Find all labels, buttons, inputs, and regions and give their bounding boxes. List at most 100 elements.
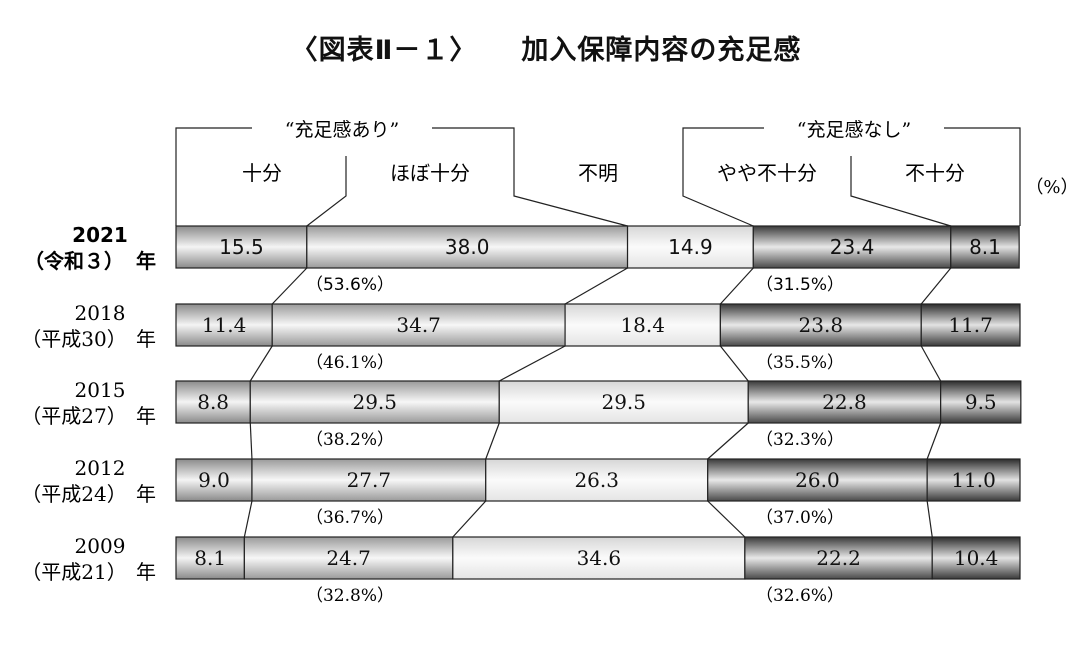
data-label: 9.0 [198,468,230,492]
category-header: 十分 [242,161,282,185]
data-label: 15.5 [219,235,264,259]
group-bracket-left [175,127,252,226]
figure-title: 加入保障内容の充足感 [521,35,802,66]
connector-line [271,267,308,305]
connector-line [719,345,749,382]
subtotal-yes: （36.7%） [306,508,394,528]
bar-segment [920,303,1021,347]
subtotal-yes: （53.6%） [306,275,394,295]
bar-segment [498,380,749,424]
data-label: 23.4 [830,235,875,259]
data-label: 29.5 [352,390,397,414]
subtotal-yes: （46.1%） [306,353,394,373]
connector-line [920,345,942,382]
bar-segment [175,458,253,502]
data-label: 34.6 [577,546,622,570]
bar-segment [752,225,952,269]
connector-line [249,422,253,460]
connector-line [498,345,566,382]
data-label: 11.7 [948,313,993,337]
row-year-suffix: 年 [136,404,156,428]
row-year: 2021 [72,223,128,247]
data-label: 26.0 [795,468,840,492]
data-label: 10.4 [954,546,999,570]
data-label: 14.9 [668,235,713,259]
data-label: 29.5 [601,390,646,414]
bar-segment [452,536,746,580]
connector-line [249,345,273,382]
data-label: 26.3 [574,468,619,492]
data-label: 11.0 [951,468,996,492]
connector-line [707,422,749,460]
data-label: 18.4 [620,313,665,337]
data-label: 22.2 [816,546,861,570]
connector-line [243,500,253,538]
group-label-no: “充足感なし” [797,119,911,141]
data-label: 8.8 [197,390,229,414]
row-year-suffix: 年 [136,327,156,351]
bar-segment [564,303,721,347]
connector-line [926,500,933,538]
data-label: 34.7 [396,313,441,337]
subtotal-yes: （32.8%） [306,586,394,606]
bar-segment [744,536,933,580]
bar-segment [707,458,928,502]
row-era: （平成21） [21,560,126,584]
subtotal-no: （31.5%） [756,275,844,295]
bar-segment [175,303,273,347]
category-header: 不十分 [905,161,965,185]
subtotal-yes: （38.2%） [306,430,394,450]
bar-segment [926,458,1021,502]
data-label: 27.7 [347,468,392,492]
category-header: 不明 [578,161,618,185]
row-year-suffix: 年 [136,560,156,584]
category-header: やや不十分 [717,161,817,185]
row-era: （平成24） [21,482,126,506]
row-era: （令和３） [24,249,124,273]
data-label: 8.1 [194,546,226,570]
group-bracket-right [944,127,1021,226]
bar-segment [251,458,487,502]
connector-line [485,422,500,460]
bar-segment [271,303,566,347]
connector-line [920,267,952,305]
bar-segment [940,380,1022,424]
bar-segment [719,303,922,347]
bar-segment [249,380,500,424]
subtotal-no: （37.0%） [756,508,844,528]
group-bracket-right [682,127,764,227]
group-bracket-left [432,127,628,227]
connector-line [719,267,754,305]
data-label: 22.8 [822,390,867,414]
row-era: （平成27） [21,404,126,428]
header-divider-1 [306,156,347,227]
row-year: 2009 [75,534,126,558]
bar-segment [306,225,629,269]
unit-label: （%） [1025,177,1078,198]
header-divider-2 [850,156,951,227]
row-year: 2012 [75,456,126,480]
bar-segment [950,225,1020,269]
figure-number: 〈図表Ⅱ－１〉 [290,35,478,66]
chart-title: 〈図表Ⅱ－１〉 加入保障内容の充足感 [0,28,1092,67]
data-label: 38.0 [445,235,490,259]
connector-line [707,500,746,538]
bar-segment [485,458,709,502]
data-label: 24.7 [326,546,371,570]
connector-line [452,500,487,538]
row-era: （平成30） [21,327,126,351]
row-year: 2015 [75,378,126,402]
subtotal-no: （32.6%） [756,586,844,606]
row-year-suffix: 年 [136,482,156,506]
data-label: 9.5 [965,390,997,414]
connector-line [926,422,942,460]
data-label: 23.8 [799,313,844,337]
subtotal-no: （32.3%） [756,430,844,450]
bar-segment [747,380,942,424]
bar-segment [175,380,251,424]
row-year: 2018 [75,301,126,325]
data-label: 11.4 [202,313,247,337]
bar-segment [626,225,754,269]
category-header: ほぼ十分 [390,161,470,185]
